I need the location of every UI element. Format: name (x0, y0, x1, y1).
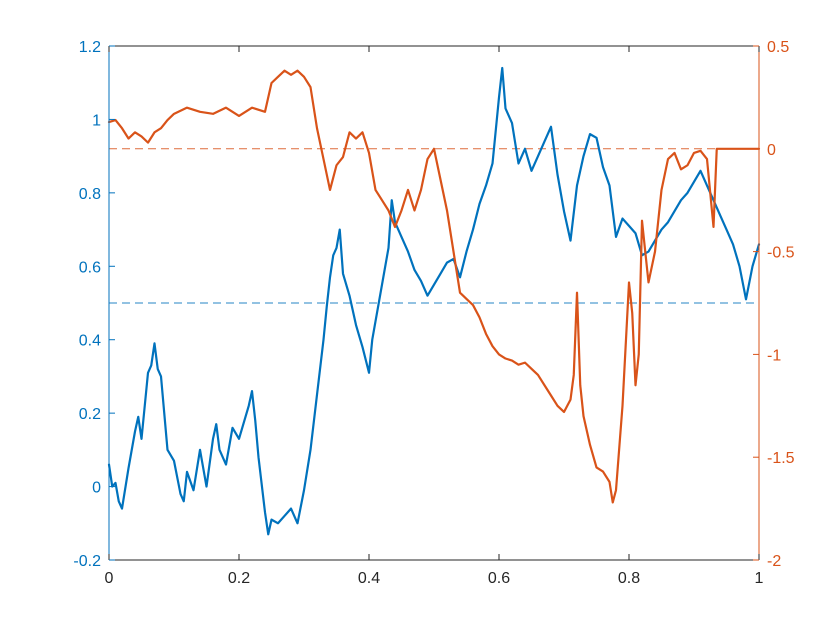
left-y-tick-label: 1 (92, 112, 101, 129)
x-tick-label: 0 (105, 570, 114, 587)
left-y-tick-label: 0.6 (79, 259, 101, 276)
left-series-line (107, 66, 761, 536)
right-y-tick-label: -2 (767, 553, 781, 570)
x-tick-label: 0.4 (358, 570, 380, 587)
x-tick-label: 0.2 (228, 570, 250, 587)
right-y-tick-label: 0.5 (767, 39, 789, 56)
right-y-tick-label: -1 (767, 347, 781, 364)
x-tick-label: 0.8 (618, 570, 640, 587)
series-layer (107, 66, 761, 536)
left-y-tick-label: 0.2 (79, 406, 101, 423)
right-series-line (107, 69, 761, 504)
right-y-tick-label: -0.5 (767, 245, 795, 262)
x-tick-label: 1 (755, 570, 764, 587)
right-y-tick-label: -1.5 (767, 450, 795, 467)
x-axis-ticks: 0 0.2 0.4 0.6 0.8 1 (105, 46, 764, 587)
right-y-axis-ticks: -2 -1.5 -1 -0.5 0 0.5 (753, 39, 795, 570)
right-y-tick-label: 0 (767, 142, 776, 159)
left-y-tick-label: 1.2 (79, 39, 101, 56)
left-y-tick-label: 0.4 (79, 333, 101, 350)
left-y-tick-label: -0.2 (73, 553, 101, 570)
left-y-tick-label: 0.8 (79, 186, 101, 203)
left-y-tick-label: 0 (92, 480, 101, 497)
axes-frame (108, 45, 760, 561)
left-y-axis-ticks: -0.2 0 0.2 0.4 0.6 0.8 1 1.2 (73, 39, 115, 570)
x-tick-label: 0.6 (488, 570, 510, 587)
